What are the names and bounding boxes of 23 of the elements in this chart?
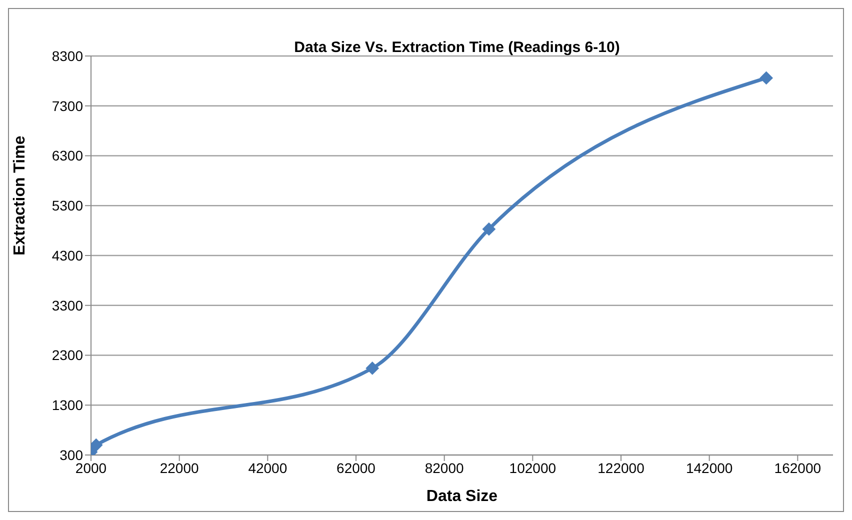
y-tick-label: 4300 [52, 247, 84, 264]
point [482, 222, 496, 236]
point [91, 438, 103, 452]
chart-title: Data Size Vs. Extraction Time (Readings 6-10) [294, 39, 620, 56]
x-tick-label: 162000 [774, 460, 822, 476]
y-tick-label: 7300 [52, 98, 84, 114]
y-axis-title: Extraction Time [12, 136, 29, 256]
y-tick-label: 2300 [52, 347, 84, 364]
y-tick-label: 6300 [52, 148, 84, 164]
x-axis-title: Data Size [426, 488, 498, 505]
x-tick-label: 122000 [598, 460, 645, 476]
x-tick-label: 22000 [160, 460, 200, 476]
y-tick-label: 5300 [52, 198, 84, 214]
x-tick-label: 62000 [336, 460, 376, 476]
x-tick-label: 42000 [248, 460, 288, 476]
y-tick-label: 8300 [52, 48, 84, 64]
x-tick-label: 82000 [424, 460, 464, 476]
y-tick-label: 1300 [52, 397, 84, 414]
y-tick-label: 3300 [52, 297, 84, 314]
point [366, 362, 379, 375]
point [760, 71, 773, 84]
x-tick-label: 102000 [509, 460, 556, 476]
x-tick-label: 142000 [686, 460, 733, 476]
